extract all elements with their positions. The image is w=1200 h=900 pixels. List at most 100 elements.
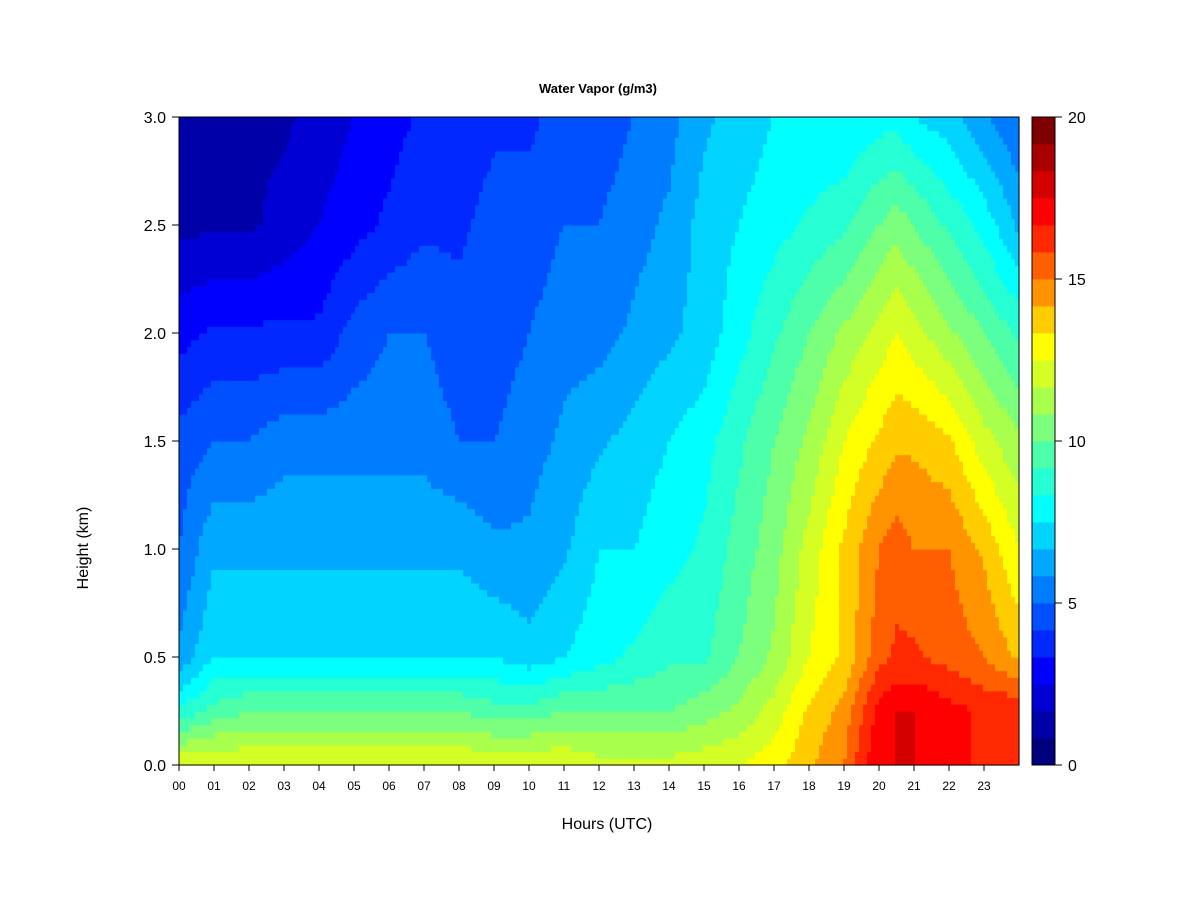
heatmap-cell: [371, 630, 376, 638]
heatmap-cell: [699, 663, 704, 672]
heatmap-cell: [847, 724, 852, 732]
heatmap-cell: [939, 670, 944, 678]
heatmap-cell: [207, 609, 212, 618]
heatmap-cell: [491, 663, 496, 672]
heatmap-cell: [943, 731, 948, 739]
heatmap-cell: [823, 711, 828, 719]
heatmap-cell: [207, 603, 212, 611]
heatmap-cell: [827, 643, 832, 651]
heatmap-cell: [423, 663, 428, 672]
heatmap-cell: [487, 609, 492, 618]
heatmap-cell: [835, 744, 840, 753]
heatmap-cell: [531, 751, 536, 759]
heatmap-cell: [527, 670, 532, 678]
heatmap-cell: [315, 677, 320, 685]
heatmap-cell: [395, 684, 400, 692]
heatmap-cell: [711, 711, 716, 719]
heatmap-cell: [959, 731, 964, 739]
heatmap-cell: [531, 609, 536, 618]
heatmap-cell: [675, 670, 680, 678]
heatmap-cell: [663, 697, 668, 705]
heatmap-cell: [831, 751, 836, 759]
heatmap-cell: [251, 650, 256, 658]
heatmap-cell: [795, 717, 800, 726]
heatmap-cell: [671, 650, 676, 658]
heatmap-cell: [907, 657, 912, 665]
heatmap-cell: [719, 677, 724, 685]
heatmap-cell: [727, 717, 732, 726]
heatmap-cell: [875, 724, 880, 732]
heatmap-cell: [183, 670, 188, 678]
heatmap-cell: [927, 690, 932, 699]
heatmap-cell: [923, 616, 928, 624]
heatmap-cell: [423, 623, 428, 631]
heatmap-cell: [851, 677, 856, 685]
heatmap-cell: [835, 636, 840, 645]
heatmap-cell: [939, 758, 944, 766]
heatmap-cell: [959, 697, 964, 705]
heatmap-cell: [675, 704, 680, 712]
heatmap-cell: [907, 724, 912, 732]
heatmap-cell: [223, 677, 228, 685]
heatmap-cell: [727, 697, 732, 705]
heatmap-cell: [615, 744, 620, 753]
heatmap-cell: [207, 738, 212, 746]
heatmap-cell: [495, 616, 500, 624]
heatmap-cell: [603, 744, 608, 753]
heatmap-cell: [491, 731, 496, 739]
heatmap-cell: [871, 751, 876, 759]
heatmap-cell: [323, 738, 328, 746]
heatmap-cell: [411, 717, 416, 726]
heatmap-cell: [523, 603, 528, 611]
heatmap-cell: [911, 670, 916, 678]
heatmap-cell: [475, 663, 480, 672]
heatmap-cell: [255, 751, 260, 759]
heatmap-cell: [435, 731, 440, 739]
heatmap-cell: [515, 690, 520, 699]
heatmap-cell: [291, 690, 296, 699]
heatmap-cell: [1007, 744, 1012, 753]
heatmap-cell: [179, 636, 184, 645]
heatmap-cell: [587, 731, 592, 739]
heatmap-cell: [235, 697, 240, 705]
heatmap-cell: [383, 738, 388, 746]
heatmap-cell: [627, 663, 632, 672]
heatmap-cell: [531, 670, 536, 678]
heatmap-cell: [971, 744, 976, 753]
heatmap-cell: [867, 650, 872, 658]
heatmap-cell: [927, 744, 932, 753]
heatmap-cell: [555, 630, 560, 638]
heatmap-cell: [675, 731, 680, 739]
heatmap-cell: [295, 609, 300, 618]
heatmap-cell: [987, 717, 992, 726]
heatmap-cell: [219, 650, 224, 658]
heatmap-cell: [179, 670, 184, 678]
heatmap-cell: [179, 717, 184, 726]
heatmap-cell: [983, 751, 988, 759]
heatmap-cell: [827, 616, 832, 624]
heatmap-cell: [967, 650, 972, 658]
heatmap-cell: [515, 603, 520, 611]
heatmap-cell: [927, 630, 932, 638]
heatmap-cell: [611, 704, 616, 712]
heatmap-cell: [267, 704, 272, 712]
heatmap-cell: [871, 630, 876, 638]
heatmap-cell: [335, 677, 340, 685]
heatmap-cell: [835, 677, 840, 685]
heatmap-cell: [955, 731, 960, 739]
heatmap-cell: [507, 684, 512, 692]
heatmap-cell: [627, 758, 632, 766]
heatmap-cell: [947, 697, 952, 705]
heatmap-cell: [459, 690, 464, 699]
heatmap-cell: [583, 643, 588, 651]
heatmap-cell: [347, 704, 352, 712]
heatmap-cell: [871, 744, 876, 753]
heatmap-cell: [187, 650, 192, 658]
heatmap-cell: [623, 663, 628, 672]
heatmap-cell: [347, 751, 352, 759]
heatmap-cell: [999, 670, 1004, 678]
heatmap-cell: [915, 663, 920, 672]
heatmap-cell: [895, 744, 900, 753]
heatmap-cell: [907, 731, 912, 739]
